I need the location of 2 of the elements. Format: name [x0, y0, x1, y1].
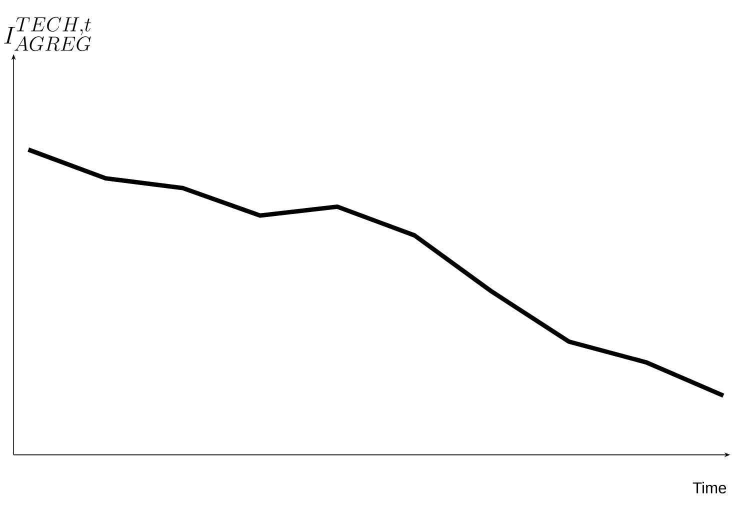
x-axis-title: Time: [692, 482, 726, 494]
text: $I^{TECH ,t}_{AGREG}$: [4, 16, 91, 52]
